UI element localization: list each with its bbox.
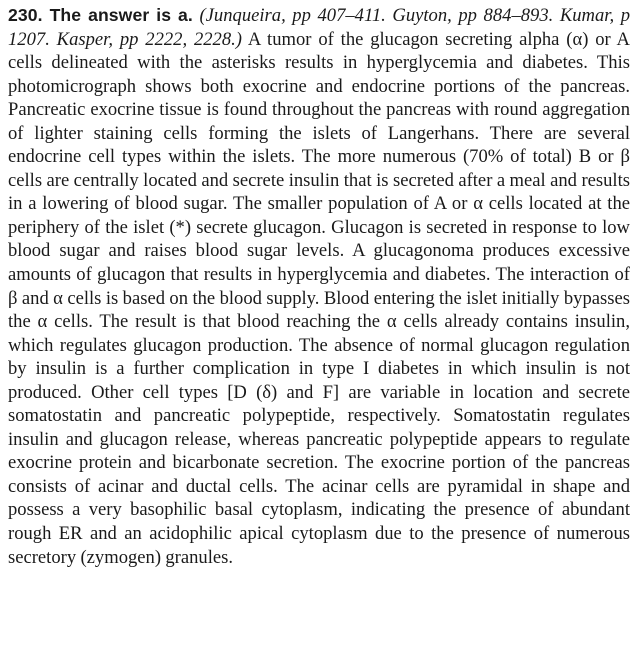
answer-heading: 230. The answer is a. (8, 5, 193, 25)
answer-explanation: A tumor of the glucagon secreting alpha … (8, 28, 630, 568)
reference-citation: (Junqueira, pp 407–411. Guyton, pp 884–8… (8, 5, 630, 50)
answer-paragraph: 230. The answer is a. (Junqueira, pp 407… (8, 4, 630, 569)
